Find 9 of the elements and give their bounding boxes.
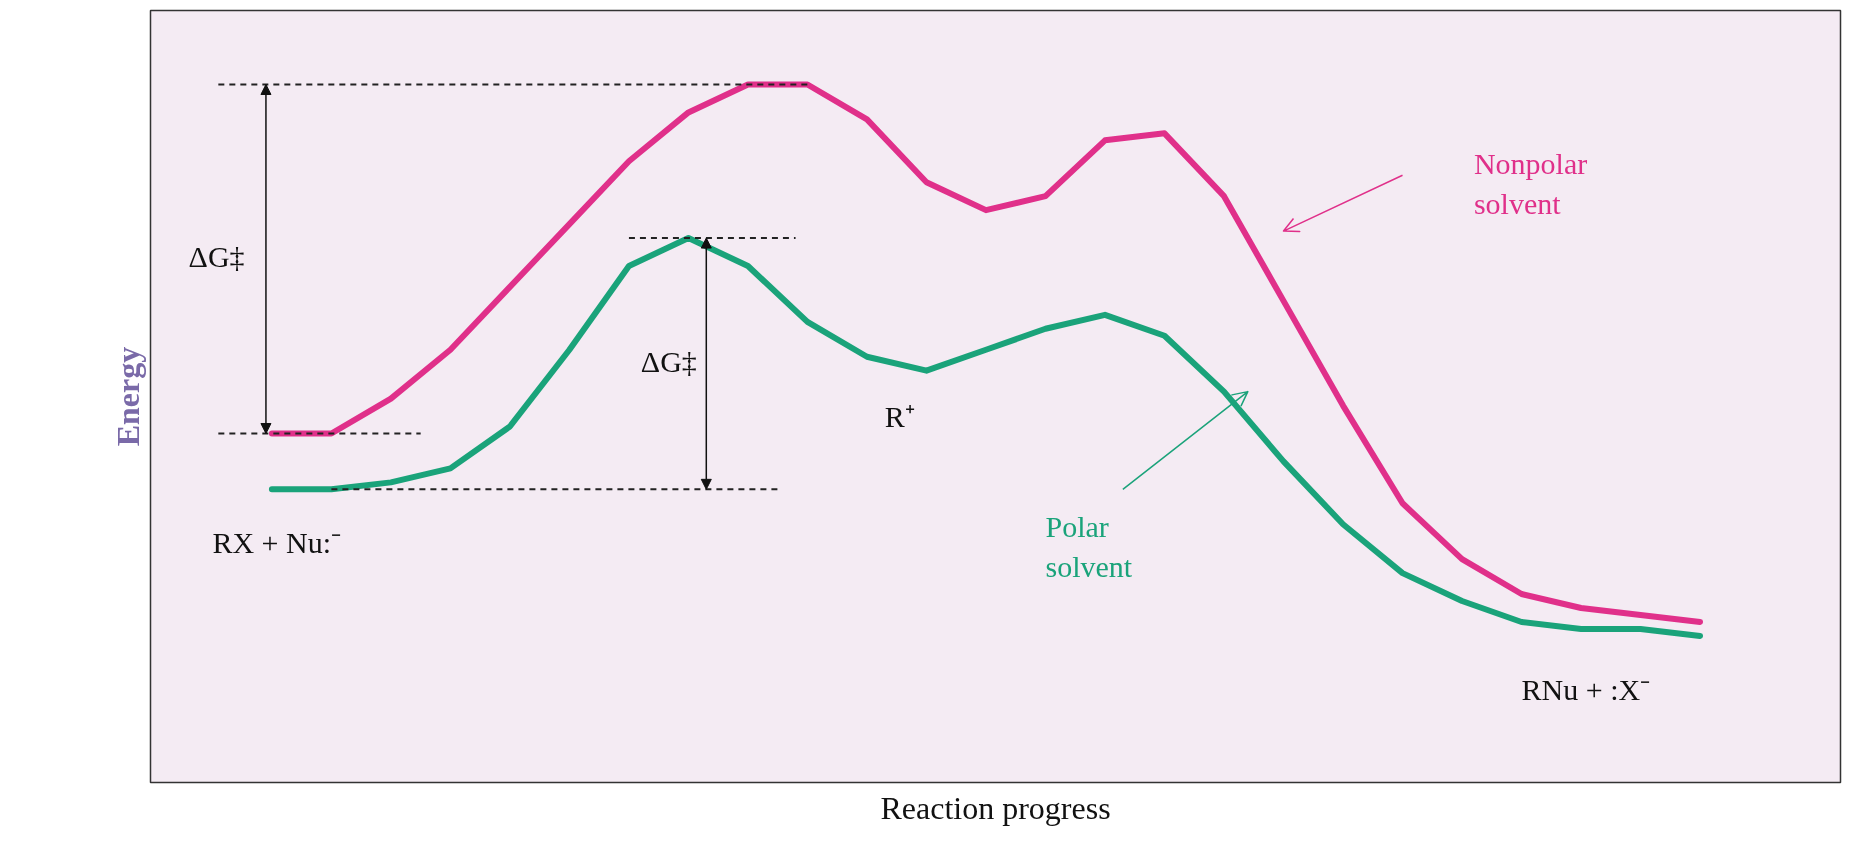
annotation: RNu + :X⁻	[1521, 672, 1651, 706]
x-axis-title: Reaction progress	[880, 789, 1111, 826]
text: Polar solvent	[1045, 510, 1133, 583]
annotation: RX + Nu:⁻	[212, 526, 341, 560]
legend-label: Nonpolar solvent	[1473, 147, 1588, 220]
annotation: R⁺	[884, 400, 915, 434]
y-axis-title: Energy	[109, 346, 146, 447]
annotation: ΔG‡	[640, 344, 697, 378]
annotation: ΔG‡	[188, 239, 245, 273]
